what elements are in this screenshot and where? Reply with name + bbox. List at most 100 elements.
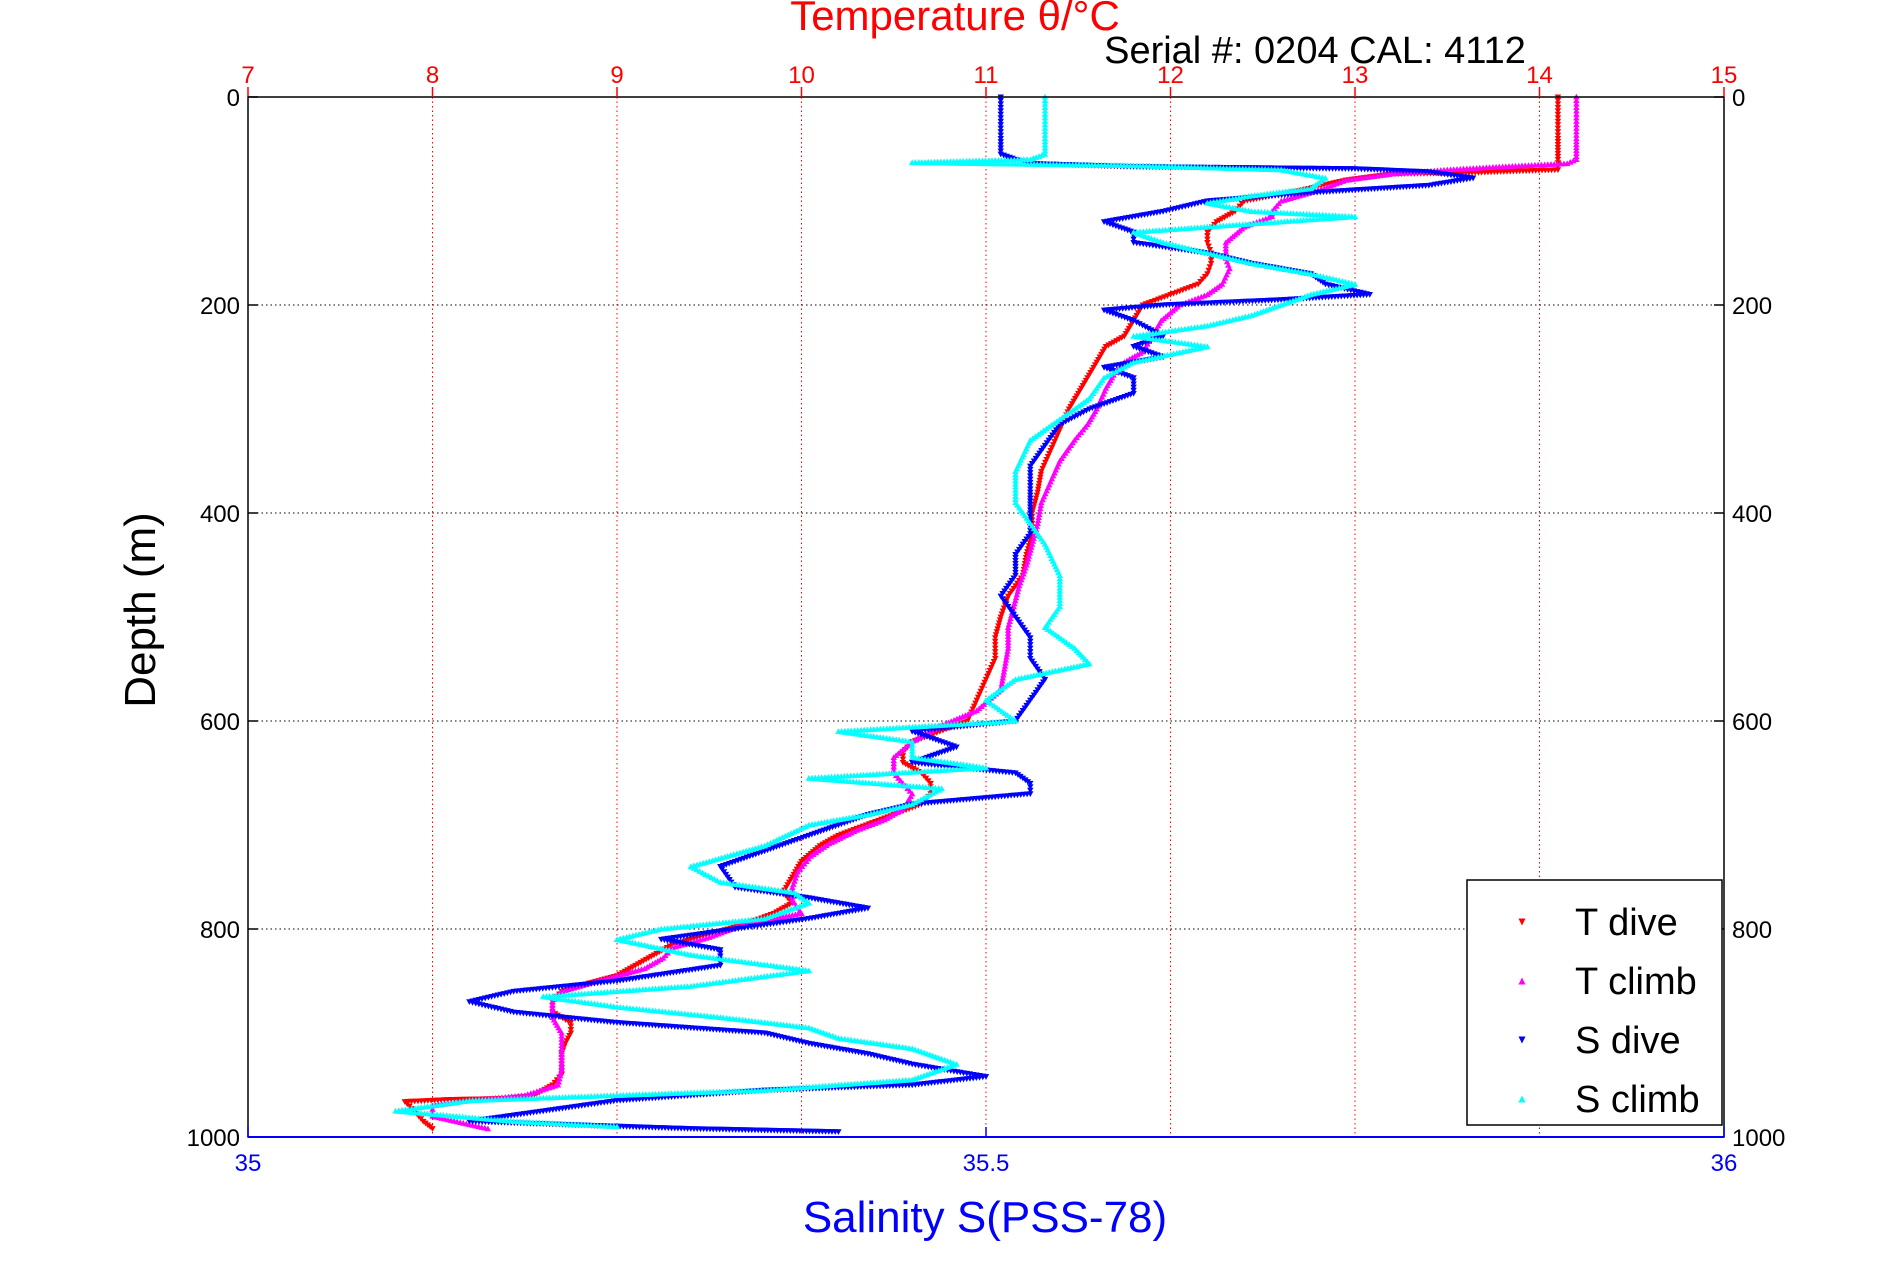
data-point: [1573, 111, 1580, 117]
data-point: [1056, 581, 1063, 588]
data-point: [835, 1129, 842, 1135]
data-point: [1056, 590, 1063, 597]
data-point: [1012, 471, 1019, 478]
data-point: [985, 670, 992, 677]
data-point: [1003, 650, 1011, 657]
legend-label: T climb: [1575, 961, 1697, 1003]
data-point: [1004, 624, 1012, 630]
data-point: [970, 703, 978, 710]
data-point: [484, 1125, 492, 1132]
data-point: [1012, 496, 1019, 503]
data-point: [1036, 477, 1043, 484]
data-point: [567, 1023, 575, 1030]
data-point: [997, 614, 1004, 621]
data-point: [1130, 236, 1137, 243]
depth-tick-label-left: 800: [200, 917, 240, 944]
data-point: [1056, 597, 1063, 603]
data-point: [890, 757, 897, 764]
data-point: [624, 967, 631, 974]
data-point: [1037, 474, 1044, 481]
data-point: [1554, 97, 1562, 104]
data-point: [992, 645, 999, 652]
data-point: [1130, 378, 1137, 385]
data-point: [1041, 144, 1049, 151]
data-point: [1027, 498, 1034, 505]
data-point: [1118, 335, 1125, 341]
data-point: [1028, 541, 1036, 547]
data-point: [974, 694, 982, 701]
data-point: [1012, 468, 1019, 474]
data-point: [1554, 129, 1562, 135]
data-point: [1012, 594, 1020, 601]
data-point: [1573, 138, 1580, 145]
data-point: [994, 626, 1001, 633]
data-point: [1554, 115, 1562, 121]
data-point: [993, 629, 1001, 636]
data-point: [890, 760, 897, 767]
data-point: [997, 104, 1004, 111]
data-point: [1024, 558, 1031, 565]
data-point: [1105, 342, 1112, 349]
data-point: [1065, 406, 1073, 413]
data-point: [1041, 128, 1049, 135]
data-point: [558, 1048, 565, 1055]
data-point: [909, 738, 916, 745]
data-point: [717, 947, 724, 953]
data-point: [653, 950, 660, 957]
data-point: [1130, 375, 1137, 381]
data-point: [1041, 138, 1049, 145]
data-point: [1223, 213, 1231, 220]
data-point: [663, 945, 671, 951]
data-point: [1027, 784, 1034, 791]
legend-label: S dive: [1575, 1020, 1681, 1062]
data-point: [835, 832, 842, 839]
depth-tick-label-left: 400: [200, 501, 240, 528]
data-point: [1043, 456, 1050, 463]
data-point: [1133, 319, 1140, 326]
data-point: [1041, 107, 1049, 114]
data-point: [1012, 552, 1019, 558]
data-point: [558, 1057, 565, 1064]
data-point: [1221, 214, 1228, 221]
depth-tick-label-right: 200: [1732, 293, 1772, 320]
data-point: [1554, 150, 1562, 157]
data-point: [1554, 156, 1562, 163]
data-point: [1062, 418, 1069, 425]
data-point: [999, 608, 1007, 615]
data-point: [1004, 642, 1012, 648]
data-point: [905, 763, 912, 769]
data-point: [1041, 125, 1049, 131]
data-point: [1080, 409, 1087, 416]
depth-tick-label-right: 600: [1732, 709, 1772, 736]
legend: T dive T climb S dive S climb: [1466, 879, 1723, 1126]
data-point: [1222, 245, 1230, 252]
depth-tick-label-left: 0: [227, 85, 240, 112]
data-point: [992, 632, 1000, 639]
data-point: [637, 959, 644, 966]
data-point: [1035, 483, 1042, 490]
data-point: [997, 125, 1004, 132]
data-point: [1027, 501, 1034, 508]
data-point: [1041, 118, 1049, 124]
data-point: [997, 136, 1004, 142]
data-point: [977, 688, 984, 695]
data-point: [1113, 338, 1120, 344]
data-point: [1012, 480, 1019, 487]
data-point: [1204, 233, 1211, 239]
data-point: [1041, 131, 1049, 138]
salinity-tick-label: 35: [235, 1150, 262, 1177]
data-point: [1027, 510, 1034, 517]
data-point: [717, 950, 724, 957]
legend-marker: [1518, 1036, 1526, 1044]
data-point: [1027, 479, 1034, 486]
data-point: [1027, 466, 1034, 473]
data-point: [1027, 649, 1034, 655]
data-point: [558, 1042, 565, 1049]
depth-tick-label-left: 600: [200, 709, 240, 736]
data-point: [1024, 555, 1032, 562]
data-point: [1027, 463, 1034, 470]
data-point: [1042, 459, 1049, 466]
data-point: [1136, 321, 1143, 327]
data-point: [997, 122, 1004, 128]
data-point: [1110, 339, 1118, 346]
